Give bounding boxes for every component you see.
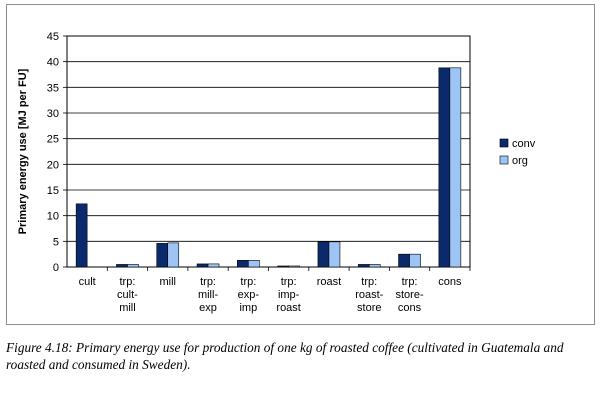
x-tick-label-line: store [357, 302, 381, 314]
bar-org [127, 264, 139, 268]
x-tick-label-line: mill- [198, 289, 218, 301]
x-tick-label-line: trp: [200, 276, 216, 288]
legend-swatch-conv [499, 138, 509, 148]
chart-frame: 0 5 10 15 20 25 30 35 40 45 Primary energy use [MJ… [6, 4, 595, 325]
legend-label: org [512, 155, 528, 167]
x-tick-label-line: exp [199, 302, 217, 314]
bar-org [167, 242, 180, 268]
bar-conv [357, 264, 370, 268]
x-tick-label: mill [160, 276, 177, 288]
x-tick-label: trp: store-cons [395, 276, 423, 314]
x-tick-label-line: trp: [119, 276, 135, 288]
x-tick-label-line: roast [276, 302, 300, 314]
bar-conv [438, 67, 451, 268]
y-tick-label: 40 [47, 57, 59, 69]
bar-conv [277, 265, 289, 268]
x-tick-label-line: mill [160, 276, 177, 288]
bar-conv [317, 241, 330, 268]
x-tick-label: roast [317, 276, 341, 288]
bar-chart: 0 5 10 15 20 25 30 35 40 45 Primary energy use [MJ… [17, 31, 536, 314]
bar-conv [398, 253, 410, 268]
bar-org [449, 67, 462, 268]
legend-label: conv [512, 138, 536, 150]
x-tick-label-line: imp- [278, 289, 300, 301]
x-tick-label-line: trp: [361, 276, 377, 288]
x-tick-label: trp: imp-roast [276, 276, 300, 314]
bar-conv [75, 203, 88, 268]
x-tick-label-line: roast- [355, 289, 383, 301]
x-tick-label: trp: cult-mill [117, 276, 138, 314]
x-tick-label-line: trp: [402, 276, 418, 288]
bar-org [248, 260, 260, 268]
x-tick-label-line: imp [239, 302, 257, 314]
bar-org [409, 253, 421, 268]
y-axis-label: Primary energy use [MJ per FU] [17, 68, 29, 234]
y-tick-label: 15 [47, 185, 59, 197]
x-tick-label: trp: exp-imp [238, 276, 260, 314]
x-tick-label-line: cult [79, 276, 96, 288]
y-tick-label: 35 [47, 82, 59, 94]
bar-org [288, 265, 300, 268]
x-tick-label-line: mill [119, 302, 136, 314]
y-tick-label: 45 [47, 31, 59, 43]
y-tick-label: 30 [47, 108, 59, 120]
y-tick-label: 10 [47, 211, 59, 223]
x-tick-label: trp: roast-store [355, 276, 383, 314]
plot-area [66, 35, 471, 268]
x-tick-label: cons [438, 276, 462, 288]
bar-conv [196, 263, 209, 268]
x-tick-label: trp: mill-exp [198, 276, 218, 314]
x-tick-label-line: trp: [281, 276, 297, 288]
x-tick-label-line: cult- [117, 289, 138, 301]
bar-conv [116, 264, 128, 268]
x-tick-label-line: roast [317, 276, 341, 288]
y-tick-label: 5 [53, 236, 59, 248]
bar-org [328, 241, 341, 268]
y-tick-label: 25 [47, 134, 59, 146]
figure-caption: Figure 4.18: Primary energy use for prod… [6, 340, 564, 372]
x-tick-label-line: trp: [240, 276, 256, 288]
legend-swatch-org [499, 155, 509, 165]
bar-org [368, 264, 381, 268]
bar-org [207, 263, 220, 268]
x-tick-label-line: exp- [238, 289, 260, 301]
y-tick-label: 0 [53, 262, 59, 274]
bar-conv [156, 243, 169, 268]
y-tick-label: 20 [47, 159, 59, 171]
x-tick-label-line: cons [438, 276, 462, 288]
bar-conv [237, 260, 249, 268]
x-tick-label: cult [79, 276, 96, 288]
x-tick-label-line: cons [398, 302, 422, 314]
x-tick-label-line: store- [395, 289, 423, 301]
